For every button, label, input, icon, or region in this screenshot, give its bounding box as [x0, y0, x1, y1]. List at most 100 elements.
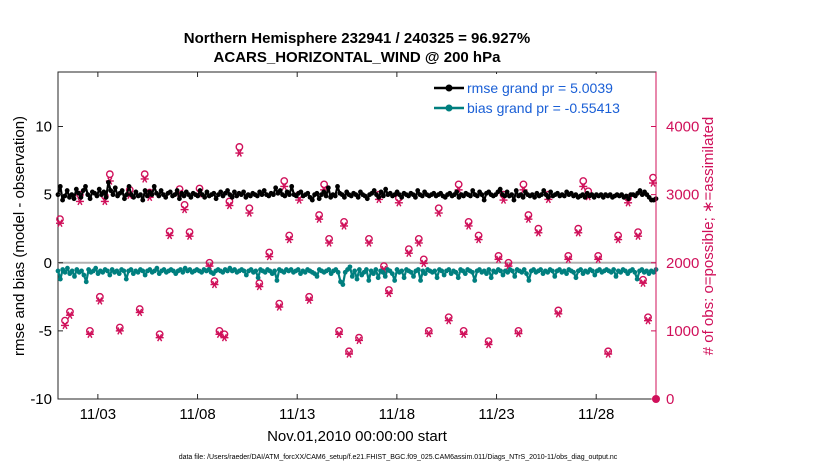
bias-point	[498, 268, 504, 274]
bias-point	[154, 265, 160, 271]
rmse-point	[76, 190, 82, 196]
rmse-point	[110, 192, 116, 198]
bias-point	[439, 268, 445, 274]
obs-assimilated-point	[364, 239, 373, 247]
rmse-point	[167, 189, 173, 195]
obs-assimilated-point	[474, 235, 483, 244]
obs-assimilated-point	[165, 231, 174, 240]
bias-point	[521, 267, 527, 272]
bias-point	[380, 269, 386, 275]
rmse-point	[504, 189, 510, 195]
rmse-point	[548, 189, 554, 195]
rmse-point	[626, 196, 631, 202]
rmse-point	[509, 192, 515, 198]
bias-point	[538, 267, 544, 272]
bias-point	[375, 275, 381, 281]
obs-assimilated-point	[180, 205, 189, 214]
bias-point	[484, 271, 489, 277]
rmse-point	[85, 192, 91, 198]
rmse-point	[474, 193, 480, 199]
rmse-point	[316, 196, 322, 202]
bias-point	[564, 271, 569, 277]
bias-point	[373, 267, 379, 272]
rmse-point	[225, 188, 230, 193]
obs-assimilated-point	[245, 209, 254, 217]
obs-assimilated-point	[185, 232, 194, 240]
obs-possible-point	[519, 180, 528, 189]
chart-title-line2: ACARS_HORIZONTAL_WIND @ 200 hPa	[214, 49, 502, 66]
x-tick-label: 11/18	[379, 406, 415, 423]
bias-point	[382, 273, 388, 279]
obs-assimilated-point	[424, 329, 433, 338]
rmse-point	[94, 193, 100, 199]
rmse-point	[87, 196, 93, 202]
rmse-point	[108, 188, 114, 193]
rmse-point	[532, 194, 537, 200]
bias-point	[55, 268, 61, 274]
bias-point	[613, 273, 619, 279]
rmse-point	[163, 194, 169, 200]
bias-point	[632, 269, 638, 275]
rmse-point	[254, 193, 260, 199]
rmse-point	[419, 193, 425, 199]
legend-rmse-marker	[445, 84, 453, 92]
y-right-tick-label: 4000	[666, 119, 699, 136]
bias-point	[488, 275, 494, 281]
rmse-point	[481, 197, 487, 203]
rmse-point	[64, 188, 70, 193]
rmse-point	[83, 184, 88, 189]
rmse-point	[325, 185, 331, 191]
obs-assimilated-point	[524, 215, 533, 223]
x-tick-label: 11/28	[578, 406, 614, 423]
rmse-point	[380, 193, 386, 199]
obs-possible-point	[579, 177, 588, 185]
rmse-point	[172, 192, 178, 198]
y-right-tick-label: 3000	[666, 187, 699, 204]
rmse-point	[144, 193, 150, 199]
rmse-point	[241, 189, 246, 195]
rmse-series	[55, 179, 659, 203]
obs-assimilated-point	[285, 235, 294, 244]
bias-point	[432, 268, 438, 274]
bias-point	[65, 265, 70, 271]
y-axis-right-label: # of obs: o=possible; ∗=assimilated	[700, 117, 717, 356]
bias-point	[411, 273, 416, 279]
rmse-point	[511, 197, 517, 203]
y-right-tick-label: 2000	[666, 255, 699, 272]
bias-point	[399, 268, 405, 274]
x-axis-label: Nov.01,2010 00:00:00 start	[267, 428, 448, 445]
bias-point	[422, 271, 428, 277]
obs-possible-point	[105, 170, 114, 179]
obs-assimilated-point	[340, 222, 349, 230]
bias-point	[415, 267, 421, 272]
obs-possible-point	[245, 204, 254, 213]
obs-possible-point	[454, 180, 463, 189]
bias-series	[55, 264, 659, 287]
obs-assimilated-point	[459, 330, 468, 339]
rmse-point	[195, 193, 201, 199]
y-left-tick-label: -10	[30, 391, 52, 408]
bias-point	[83, 279, 89, 285]
x-tick-label: 11/23	[478, 406, 514, 423]
obs-possible-point	[434, 204, 443, 213]
rmse-point	[80, 188, 86, 193]
obs-assimilated-point	[210, 280, 219, 289]
rmse-point	[101, 189, 107, 195]
rmse-point	[261, 188, 267, 193]
bias-point	[573, 275, 579, 281]
obs-assimilated-point	[275, 303, 284, 311]
obs-possible-point	[320, 180, 329, 189]
bias-point	[295, 267, 301, 272]
x-tick-label: 11/08	[179, 406, 215, 423]
obs-assimilated-point	[384, 289, 393, 298]
obs-assimilated-point	[354, 336, 363, 345]
bias-point	[354, 276, 360, 282]
rmse-point	[57, 184, 63, 189]
obs-assimilated-point	[335, 330, 344, 339]
bias-point	[123, 276, 129, 282]
bias-point	[81, 272, 87, 278]
bias-point	[590, 268, 595, 274]
obs-assimilated-point	[255, 282, 264, 291]
bias-point	[79, 268, 84, 274]
